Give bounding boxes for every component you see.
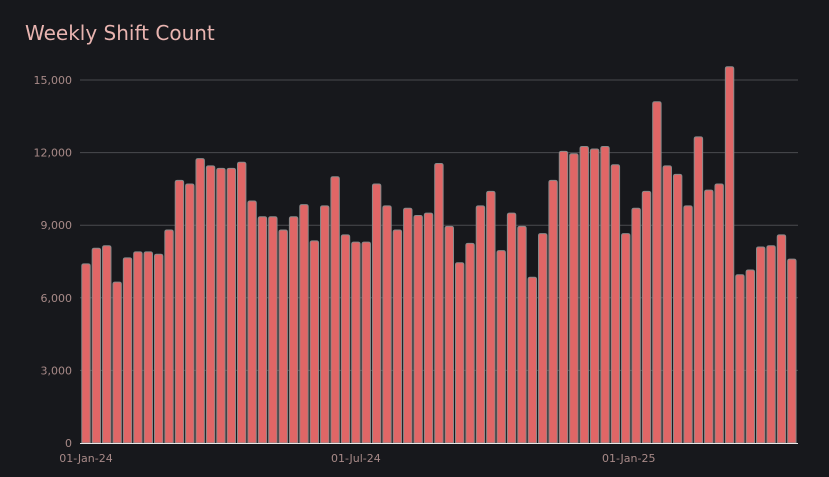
bar bbox=[538, 233, 548, 444]
y-tick-label: 3,000 bbox=[41, 364, 73, 377]
bar bbox=[320, 205, 330, 444]
bar bbox=[91, 247, 102, 444]
bar bbox=[621, 233, 631, 444]
bar bbox=[641, 190, 652, 444]
bar bbox=[81, 263, 91, 444]
bar bbox=[506, 212, 517, 444]
bar bbox=[683, 205, 693, 444]
bar bbox=[579, 146, 589, 444]
bar bbox=[278, 229, 288, 444]
bar bbox=[454, 262, 465, 444]
bar bbox=[237, 161, 247, 444]
bar bbox=[247, 200, 257, 444]
bar bbox=[143, 251, 153, 444]
bar bbox=[299, 204, 309, 444]
bar bbox=[724, 66, 735, 444]
bar bbox=[330, 176, 340, 444]
bar bbox=[496, 250, 506, 444]
bar bbox=[268, 216, 278, 444]
bar bbox=[558, 150, 569, 444]
bar bbox=[652, 101, 662, 444]
bar bbox=[403, 207, 413, 444]
bar bbox=[133, 251, 143, 444]
bar bbox=[672, 173, 683, 444]
bar bbox=[444, 225, 454, 444]
x-tick-label: 01-Jan-24 bbox=[59, 452, 113, 465]
bar bbox=[704, 189, 714, 444]
bar bbox=[517, 225, 527, 444]
bar bbox=[340, 234, 351, 444]
bar bbox=[112, 281, 122, 444]
bar bbox=[693, 136, 704, 444]
bar bbox=[153, 253, 164, 444]
bar bbox=[766, 245, 776, 444]
bar bbox=[662, 165, 672, 444]
bar bbox=[351, 241, 361, 444]
bar bbox=[174, 179, 185, 444]
bar bbox=[548, 179, 558, 444]
bar bbox=[714, 183, 724, 444]
y-tick-label: 9,000 bbox=[41, 219, 73, 232]
bar bbox=[631, 207, 641, 444]
bar bbox=[486, 190, 496, 444]
bar bbox=[745, 269, 756, 444]
bar bbox=[288, 216, 299, 444]
bar bbox=[361, 241, 371, 444]
y-tick-label: 6,000 bbox=[41, 292, 73, 305]
bar bbox=[569, 153, 579, 444]
bar bbox=[102, 245, 112, 444]
bar bbox=[776, 234, 787, 444]
bar bbox=[610, 164, 621, 444]
bar bbox=[205, 165, 216, 444]
bar bbox=[122, 257, 133, 444]
bar bbox=[371, 183, 382, 444]
chart-title: Weekly Shift Count bbox=[25, 21, 215, 45]
bar bbox=[787, 258, 797, 444]
bar bbox=[382, 205, 392, 444]
x-tick-label: 01-Jan-25 bbox=[602, 452, 656, 465]
bar bbox=[226, 167, 237, 444]
y-tick-label: 15,000 bbox=[34, 74, 73, 87]
bar bbox=[735, 274, 745, 444]
x-tick-label: 01-Jul-24 bbox=[331, 452, 381, 465]
bar bbox=[195, 158, 205, 444]
y-tick-label: 12,000 bbox=[34, 147, 73, 160]
bar bbox=[756, 246, 766, 444]
bar bbox=[413, 215, 423, 444]
bar bbox=[164, 229, 174, 444]
bar bbox=[423, 212, 434, 444]
bar bbox=[465, 242, 475, 444]
y-tick-label: 0 bbox=[65, 437, 72, 450]
bar bbox=[216, 167, 226, 444]
bar bbox=[392, 229, 403, 444]
bar bbox=[475, 205, 486, 444]
bar bbox=[309, 240, 320, 444]
bar bbox=[527, 276, 538, 444]
bar bbox=[185, 183, 195, 444]
bar bbox=[257, 216, 268, 444]
bar bbox=[589, 148, 600, 444]
bar bbox=[600, 146, 610, 444]
bar bbox=[434, 162, 444, 444]
